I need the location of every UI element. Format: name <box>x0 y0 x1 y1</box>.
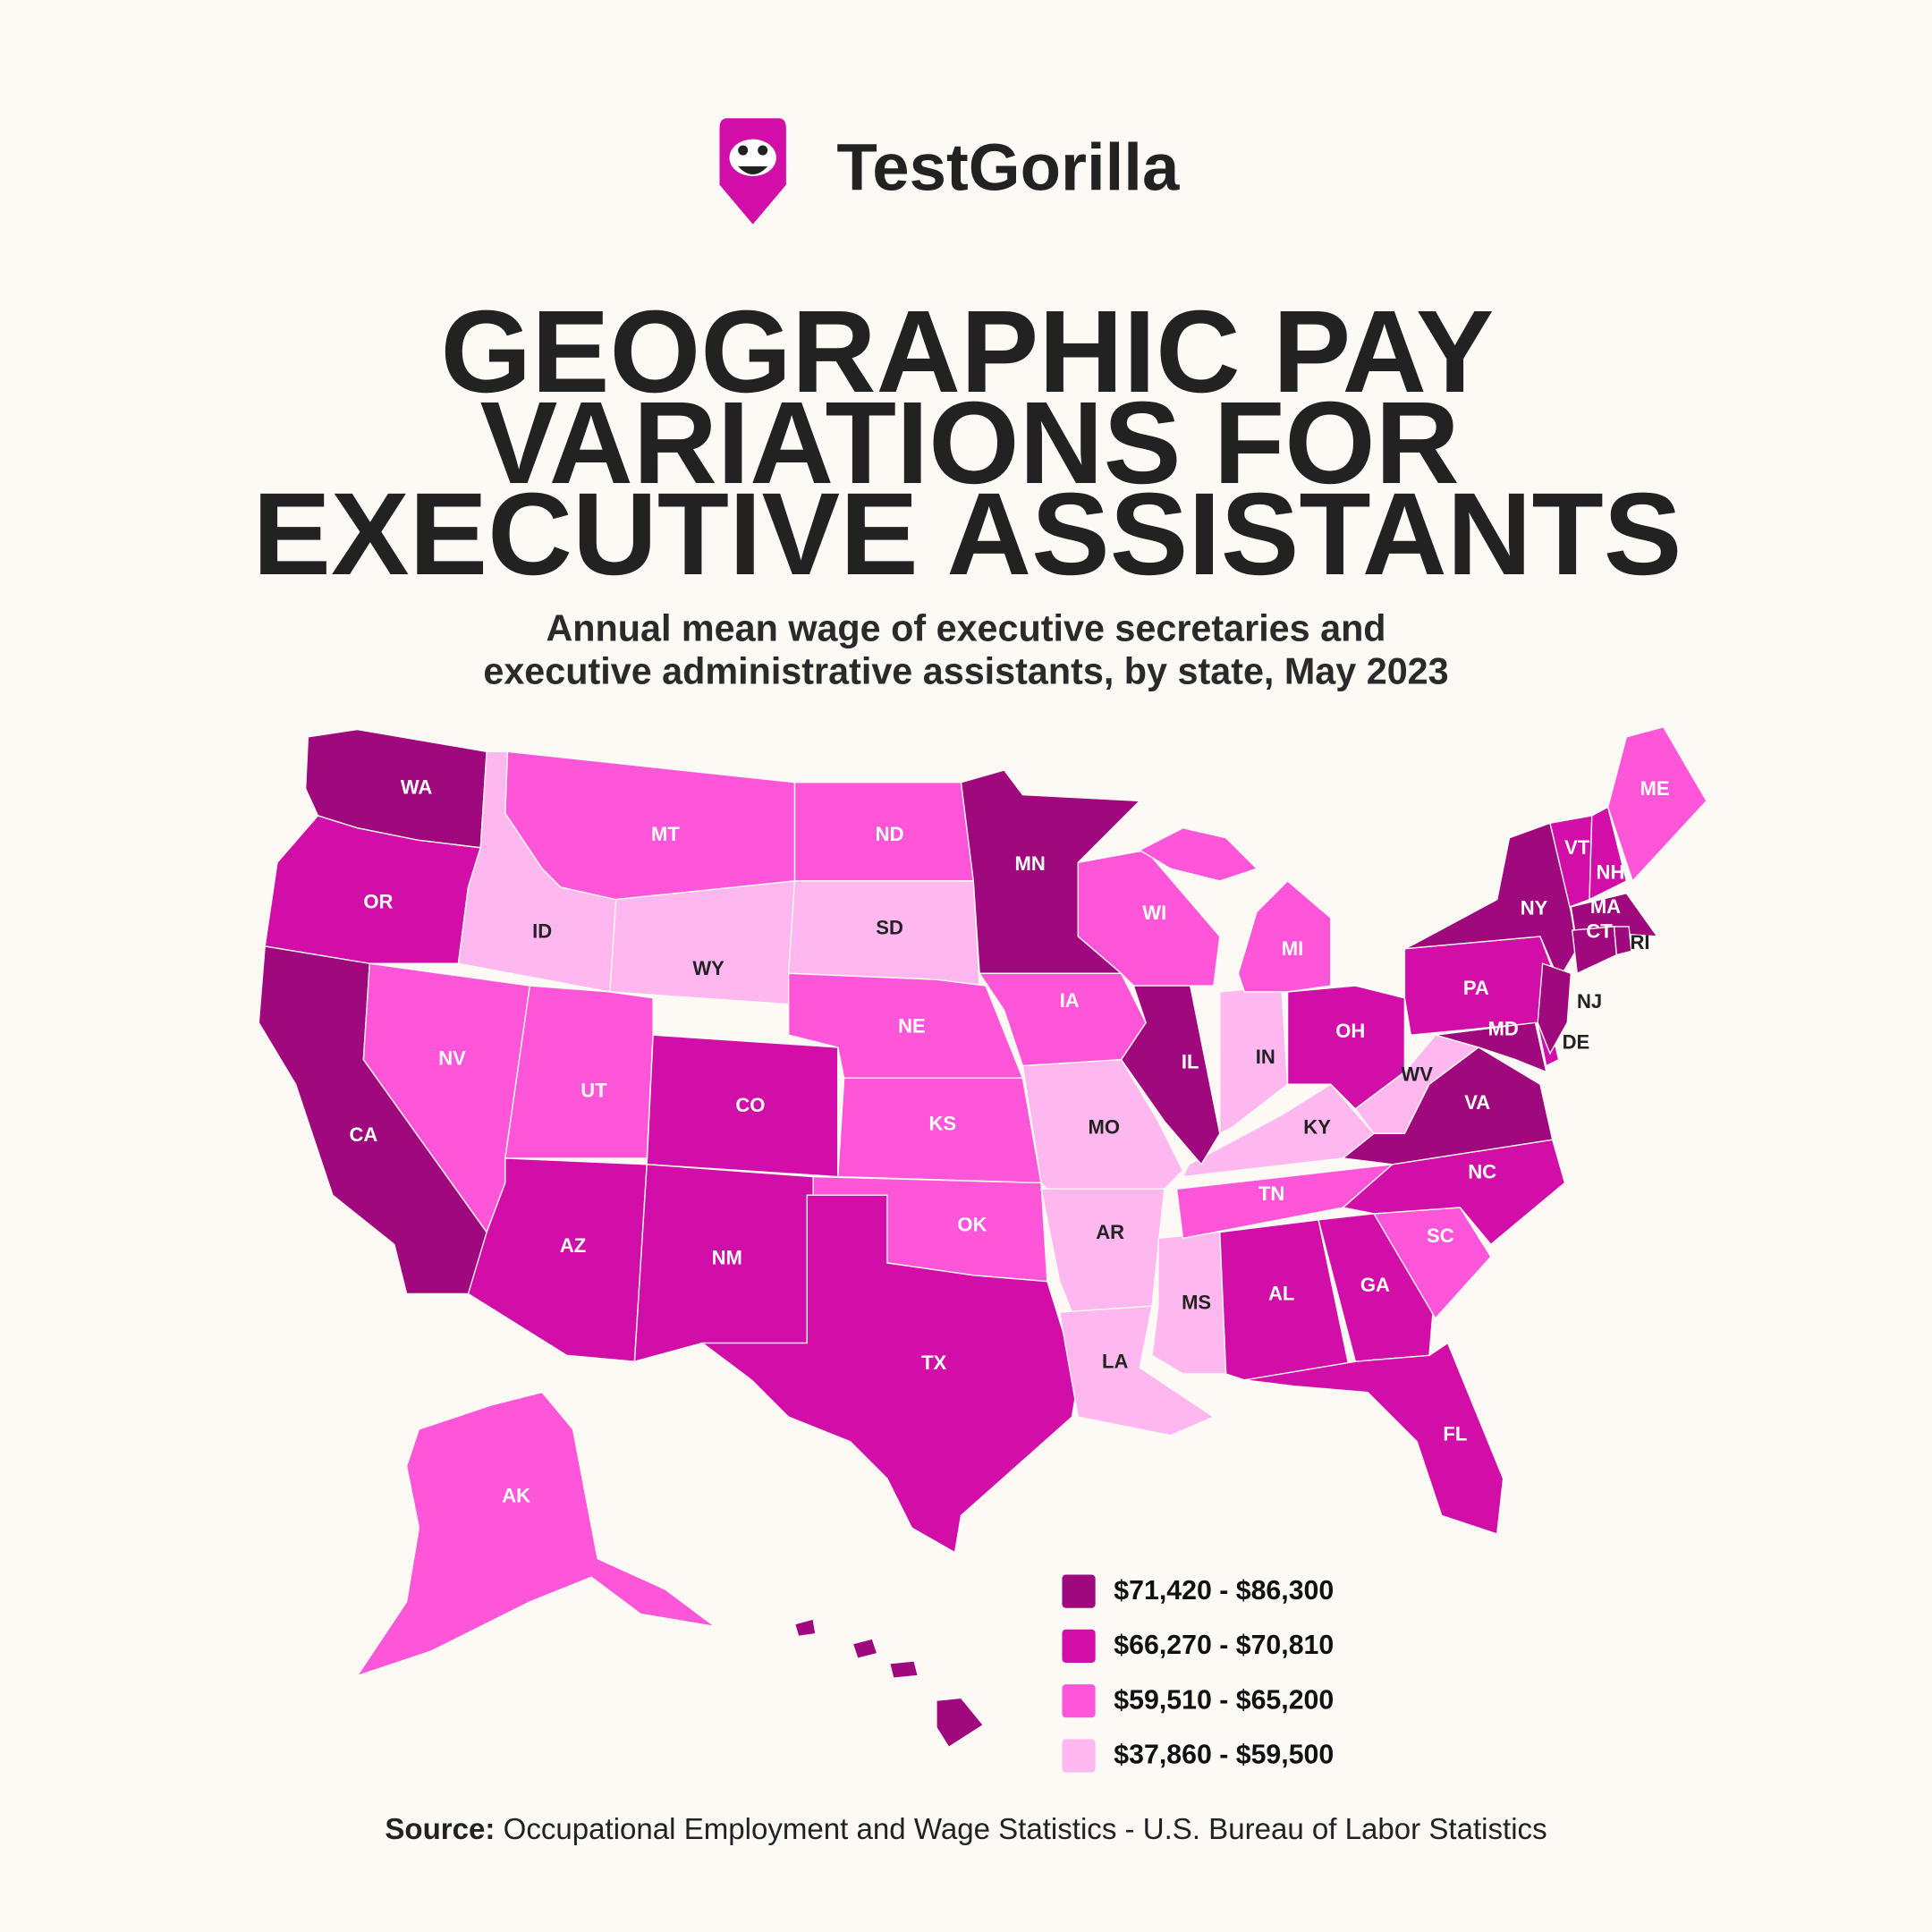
state-shape <box>1244 1342 1504 1535</box>
state-label: MA <box>1590 895 1621 918</box>
state-label: MT <box>651 823 680 845</box>
state-label: NE <box>898 1015 926 1038</box>
state-shape <box>609 880 796 1005</box>
state-label: RI <box>1631 931 1650 953</box>
legend-label: $37,860 - $59,500 <box>1114 1741 1334 1770</box>
state-label: NM <box>712 1247 742 1269</box>
state-label: CA <box>349 1123 377 1146</box>
state-shape <box>1021 1058 1184 1191</box>
state-shape <box>1138 826 1258 882</box>
state-shape <box>504 985 654 1159</box>
state-label: GA <box>1360 1274 1390 1296</box>
legend-swatch <box>1062 1739 1096 1773</box>
legend-label: $66,270 - $70,810 <box>1114 1631 1334 1660</box>
legend-swatch <box>1062 1574 1096 1608</box>
state-label: MD <box>1487 1017 1518 1039</box>
subtitle-line: Annual mean wage of executive secretarie… <box>546 607 1385 648</box>
state-label: SC <box>1427 1224 1454 1247</box>
state-label: OK <box>957 1213 987 1235</box>
state-shape <box>1606 725 1707 883</box>
state-label: SD <box>876 917 903 939</box>
state-label: IL <box>1182 1051 1199 1073</box>
state-label: TX <box>921 1352 946 1374</box>
state-shape <box>1175 1163 1394 1240</box>
subtitle-line: executive administrative assistants, by … <box>483 651 1448 692</box>
legend-label: $59,510 - $65,200 <box>1114 1685 1334 1715</box>
state-label: KY <box>1303 1116 1331 1139</box>
state-label: AL <box>1268 1283 1294 1305</box>
state-label: TN <box>1258 1182 1284 1205</box>
state-shape <box>793 1618 817 1638</box>
state-label: KS <box>929 1113 957 1135</box>
state-shape <box>1589 806 1628 901</box>
state-label: LA <box>1102 1350 1128 1372</box>
state-label: NC <box>1468 1160 1496 1182</box>
state-label: MS <box>1182 1291 1211 1313</box>
state-shape <box>1537 962 1572 1055</box>
legend-swatch <box>1062 1629 1096 1664</box>
state-shape <box>1077 849 1221 987</box>
source-text: Occupational Employment and Wage Statist… <box>495 1813 1546 1846</box>
state-label: ND <box>876 823 904 845</box>
state-shape <box>1120 979 1221 1165</box>
state-label: AZ <box>560 1234 586 1257</box>
state-label: FL <box>1443 1423 1467 1445</box>
legend: $71,420 - $86,300 $66,270 - $70,810 $59,51… <box>1062 1574 1334 1773</box>
state-shape <box>888 1660 919 1679</box>
state-label: VA <box>1464 1091 1490 1114</box>
state-shape <box>1237 880 1332 993</box>
legend-swatch <box>1062 1684 1096 1718</box>
state-label: AR <box>1096 1221 1124 1243</box>
state-label: MN <box>1014 852 1045 875</box>
state-label: NV <box>438 1047 466 1070</box>
state-shape <box>700 1194 1080 1554</box>
state-label: DE <box>1563 1031 1590 1054</box>
state-label: NJ <box>1577 990 1602 1013</box>
state-label: VT <box>1564 836 1590 859</box>
source: Source: Occupational Employment and Wage… <box>385 1813 1546 1846</box>
title-line: VARIATIONS FOR <box>480 377 1460 508</box>
logo-icon <box>719 118 786 225</box>
state-label: WI <box>1142 902 1166 924</box>
state-shape <box>1613 926 1632 956</box>
state-shape <box>936 1697 985 1749</box>
state-label: IN <box>1256 1046 1275 1068</box>
title-line: GEOGRAPHIC PAY <box>440 286 1494 417</box>
state-shape <box>1570 892 1659 937</box>
state-shape <box>1435 1021 1547 1073</box>
state-label: MI <box>1282 937 1303 960</box>
state-shape <box>355 1391 716 1677</box>
state-label: ID <box>532 920 552 943</box>
state-shape <box>852 1638 878 1660</box>
state-label: AK <box>502 1485 530 1507</box>
state-label: WY <box>692 957 724 979</box>
state-label: UT <box>580 1079 607 1101</box>
state-label: WA <box>401 775 433 798</box>
legend-label: $71,420 - $86,300 <box>1114 1576 1334 1606</box>
state-label: WV <box>1401 1063 1433 1085</box>
state-label: OH <box>1335 1020 1365 1042</box>
source-label: Source: <box>385 1813 495 1846</box>
state-label: IA <box>1060 989 1080 1012</box>
state-label: NY <box>1521 896 1548 919</box>
state-label: PA <box>1463 977 1489 999</box>
state-label: OR <box>363 891 393 913</box>
state-shape <box>1058 1305 1216 1436</box>
title-line: EXECUTIVE ASSISTANTS <box>252 469 1682 599</box>
state-label: CT <box>1586 920 1613 943</box>
state-label: CO <box>735 1094 765 1116</box>
state-label: NH <box>1597 861 1625 884</box>
brand: TestGorilla <box>836 130 1180 204</box>
state-label: MO <box>1089 1116 1121 1139</box>
map: WA OR CA ID NV MT WY UT AZ CO NM ND SD NE KS OK TX MN IA MO… <box>258 725 1707 1749</box>
state-label: ME <box>1640 777 1670 800</box>
